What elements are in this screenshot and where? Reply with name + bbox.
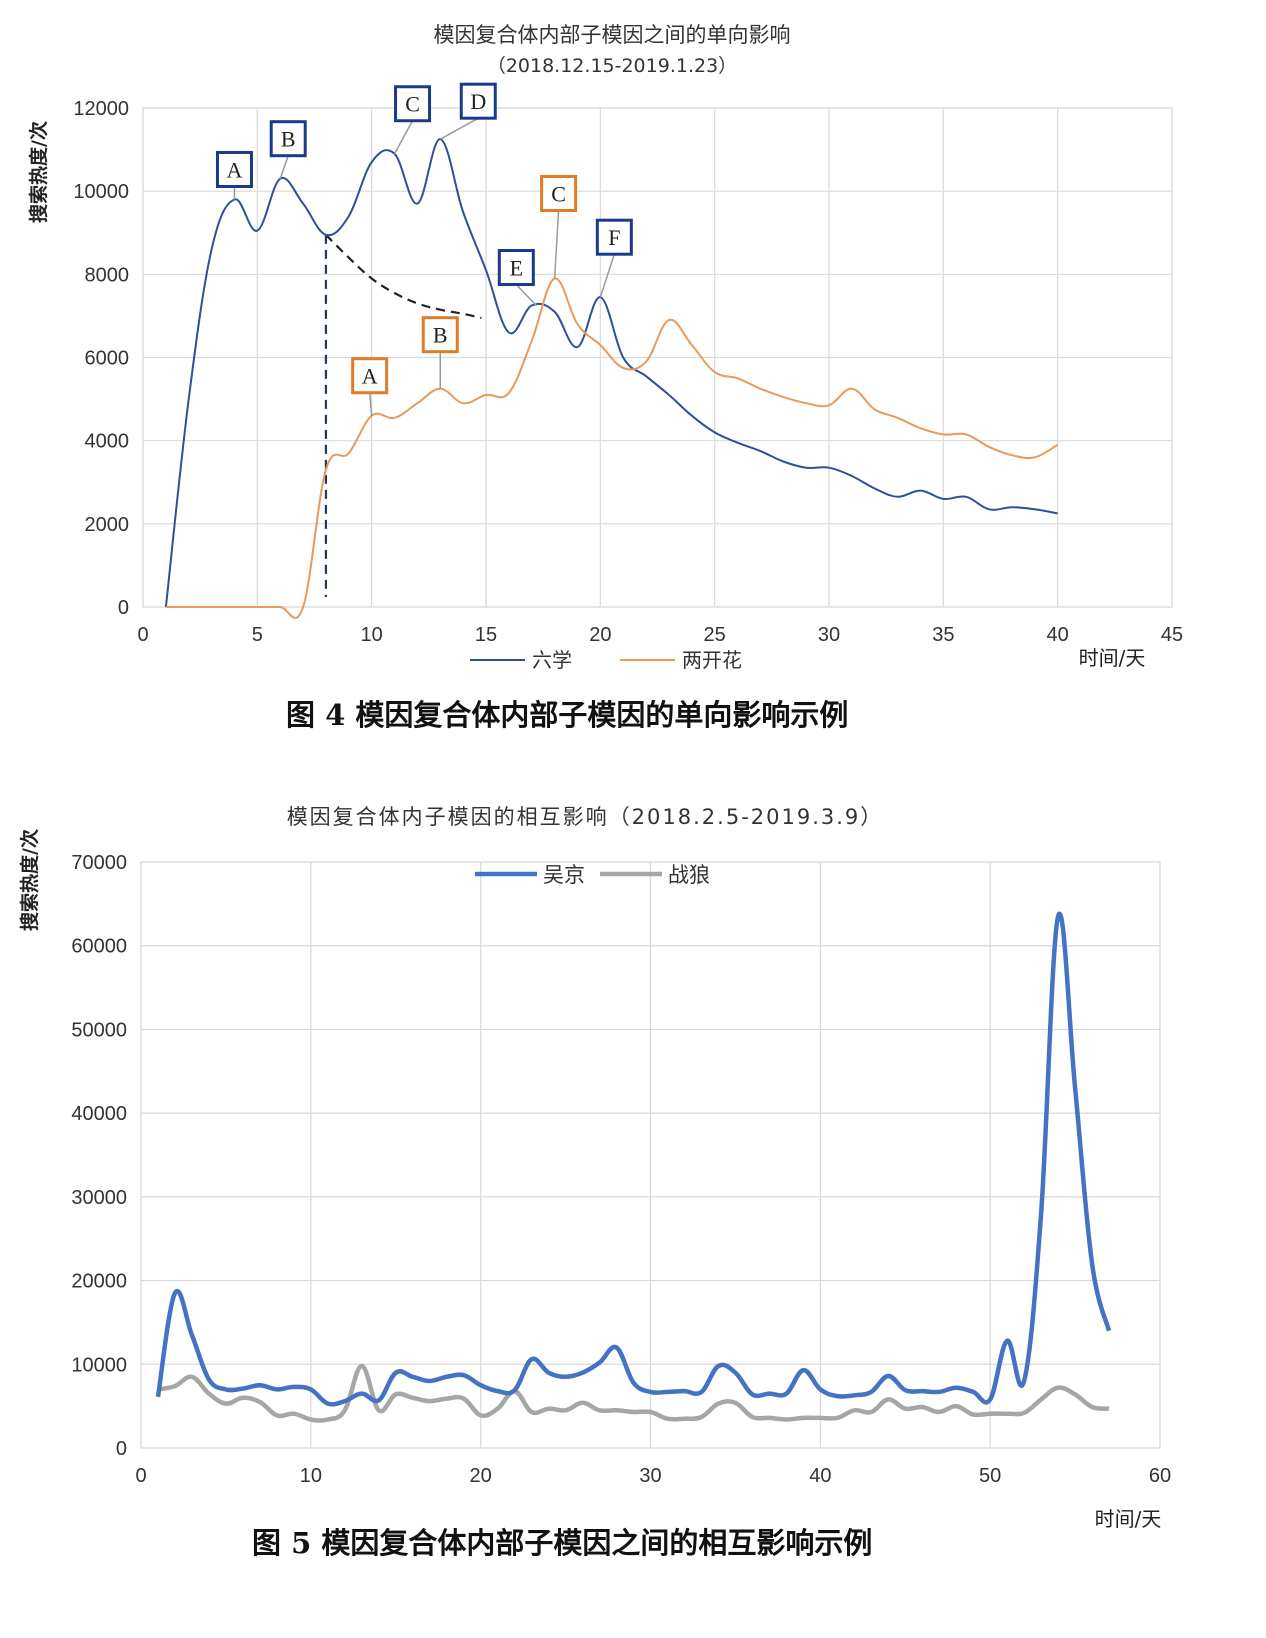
- fig4-annotation-box: [394, 85, 432, 123]
- fig4-xtick-label: 20: [589, 624, 611, 646]
- fig4-ytick-label: 8000: [85, 264, 130, 286]
- fig5-legend-label: 战狼: [668, 863, 710, 887]
- fig4-annotation-box: [459, 82, 497, 120]
- fig4-ytick-label: 6000: [85, 348, 130, 370]
- fig4-annotation-box: [540, 174, 578, 212]
- fig4-xtick-label: 15: [475, 624, 497, 646]
- fig4-annotation-box: [351, 357, 389, 395]
- fig5-ytick-label: 70000: [71, 852, 127, 874]
- fig4-annotation-leader: [368, 392, 373, 416]
- fig4-xtick-label: 35: [932, 624, 954, 646]
- fig4-annotation-label: D: [470, 89, 486, 114]
- fig5-legend-label: 吴京: [543, 863, 585, 887]
- fig4-xtick-label: 45: [1161, 624, 1183, 646]
- fig4-title: 模因复合体内部子模因之间的单向影响: [434, 23, 791, 47]
- fig4-annotation-label: E: [510, 256, 523, 281]
- fig4-xtick-label: 0: [137, 624, 148, 646]
- fig4-annotation-box: [421, 316, 459, 354]
- fig4-annotation-box: [595, 218, 633, 256]
- fig4-annotation-label: C: [551, 181, 566, 206]
- fig5-ytick-label: 10000: [71, 1354, 127, 1376]
- chart-4-svg: 0 2000 4000 6000 8000 10000 12000 0 5 10 15 20 25 30 3…: [27, 23, 1183, 672]
- fig5-ytick-label: 30000: [71, 1187, 127, 1209]
- fig4-legend-label: 两开花: [682, 648, 742, 672]
- fig5-xtick-label: 40: [809, 1465, 831, 1487]
- fig4-annotation-leader: [553, 210, 560, 279]
- fig5-ytick-label: 0: [116, 1438, 127, 1460]
- fig4-series-line-1: [165, 277, 1059, 619]
- figure-5: 0 10000 20000 30000 40000 50000 60000 70000 0 10 2…: [0, 805, 1266, 1638]
- fig5-xtick-label: 0: [135, 1465, 146, 1487]
- fig4-xtick-label: 5: [252, 624, 263, 646]
- figure-4-caption: 图 4 模因复合体内部子模因的单向影响示例: [286, 698, 849, 732]
- fig4-annotation-label: A: [362, 364, 378, 389]
- fig4-xtick-label: 25: [704, 624, 726, 646]
- fig5-ytick-label: 20000: [71, 1271, 127, 1293]
- fig5-ytick-label: 50000: [71, 1019, 127, 1041]
- fig5-xtick-label: 20: [470, 1465, 492, 1487]
- fig4-ytick-label: 12000: [73, 98, 129, 120]
- fig5-xtick-label: 60: [1149, 1465, 1171, 1487]
- fig4-annotation-leader: [599, 253, 616, 298]
- fig4-ytick-label: 2000: [85, 514, 130, 536]
- fig4-subtitle: （2018.12.15-2019.1.23）: [487, 55, 737, 77]
- chart-5-svg: 0 10000 20000 30000 40000 50000 60000 70000 0 10 2…: [18, 805, 1171, 1531]
- fig4-annotation-leader: [393, 120, 414, 155]
- figure-5-caption: 图 5 模因复合体内部子模因之间的相互影响示例: [252, 1526, 873, 1560]
- fig4-annotation-box: [215, 150, 253, 188]
- fig4-annotation-box: [497, 249, 535, 287]
- fig4-annotation-label: C: [405, 92, 420, 117]
- fig4-annotation-label: B: [281, 127, 296, 152]
- fig4-ytick-label: 10000: [73, 181, 129, 203]
- fig4-ylabel: 搜索热度/次: [27, 121, 50, 223]
- fig4-series-line-0: [164, 138, 1058, 608]
- fig5-title: 模因复合体内子模因的相互影响（2018.2.5-2019.3.9）: [287, 805, 884, 829]
- fig4-annotation-label: B: [433, 323, 448, 348]
- fig4-annotation-box: [269, 120, 307, 158]
- fig5-ytick-label: 60000: [71, 936, 127, 958]
- fig4-annotation-label: F: [608, 225, 620, 250]
- fig4-xtick-label: 10: [361, 624, 383, 646]
- figure-4: 0 2000 4000 6000 8000 10000 12000 0 5 10 15 20 25 30 3…: [0, 0, 1266, 732]
- fig4-ytick-label: 0: [118, 597, 129, 619]
- fig5-ylabel: 搜索热度/次: [18, 829, 41, 931]
- fig5-series-line-0: [155, 911, 1112, 1407]
- fig4-legend-label: 六学: [532, 648, 572, 672]
- fig4-annotation-label: A: [227, 157, 243, 182]
- fig4-annotation-leader: [279, 155, 289, 179]
- fig5-xtick-label: 30: [639, 1465, 661, 1487]
- fig5-xtick-label: 10: [300, 1465, 322, 1487]
- fig4-decay-dashed-curve: [325, 234, 482, 320]
- fig5-ytick-label: 40000: [71, 1103, 127, 1125]
- fig4-annotation-leader: [439, 117, 479, 140]
- fig5-xlabel: 时间/天: [1095, 1507, 1162, 1531]
- fig4-annotation-leader: [515, 284, 537, 307]
- fig4-xtick-label: 40: [1047, 624, 1069, 646]
- fig4-xlabel: 时间/天: [1079, 646, 1146, 670]
- fig4-xtick-label: 30: [818, 624, 840, 646]
- fig5-series-line-1: [157, 1363, 1110, 1423]
- fig4-ytick-label: 4000: [85, 431, 130, 453]
- fig5-xtick-label: 50: [979, 1465, 1001, 1487]
